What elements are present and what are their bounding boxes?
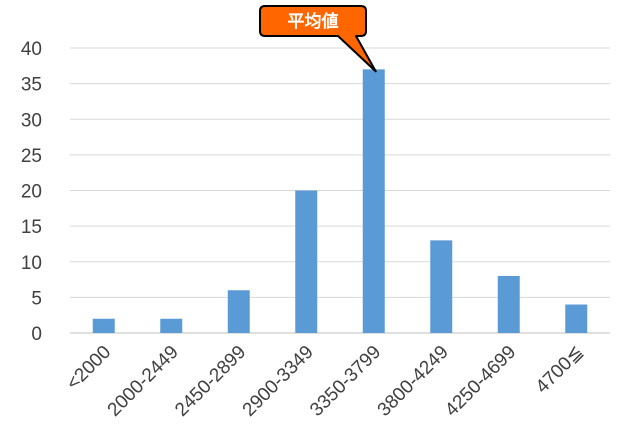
y-tick-label: 10 (21, 253, 42, 274)
x-tick-label: 2000-2449 (104, 342, 183, 421)
x-tick-label: 2900-3349 (239, 342, 318, 421)
bar (363, 69, 385, 333)
bar (498, 276, 520, 333)
x-tick-label: <2000 (63, 342, 116, 395)
x-tick-label: 3800-4249 (374, 342, 453, 421)
y-tick-label: 20 (21, 182, 42, 203)
y-tick-label: 40 (21, 39, 42, 60)
grid-layer (70, 48, 610, 333)
callout-label: 平均値 (288, 11, 339, 32)
x-axis-ticks: <20002000-24492450-28992900-33493350-379… (63, 342, 588, 421)
bar (93, 319, 115, 333)
bar (295, 191, 317, 334)
y-tick-label: 35 (21, 75, 42, 96)
y-tick-label: 25 (21, 146, 42, 167)
x-tick-label: 4700≦ (532, 342, 588, 398)
y-tick-label: 0 (31, 324, 42, 345)
y-tick-label: 30 (21, 110, 42, 131)
x-tick-label: 2450-2899 (171, 342, 250, 421)
callout-layer: 平均値 (260, 6, 376, 71)
y-tick-label: 15 (21, 217, 42, 238)
x-tick-label: 3350-3799 (306, 342, 385, 421)
bar (430, 240, 452, 333)
x-tick-label: 4250-4699 (441, 342, 520, 421)
bar (565, 305, 587, 334)
bar (228, 290, 250, 333)
y-axis-ticks: 0 5 10 15 20 25 30 35 40 (21, 39, 42, 345)
y-tick-label: 5 (31, 288, 42, 309)
bars-layer (93, 69, 588, 333)
bar (160, 319, 182, 333)
